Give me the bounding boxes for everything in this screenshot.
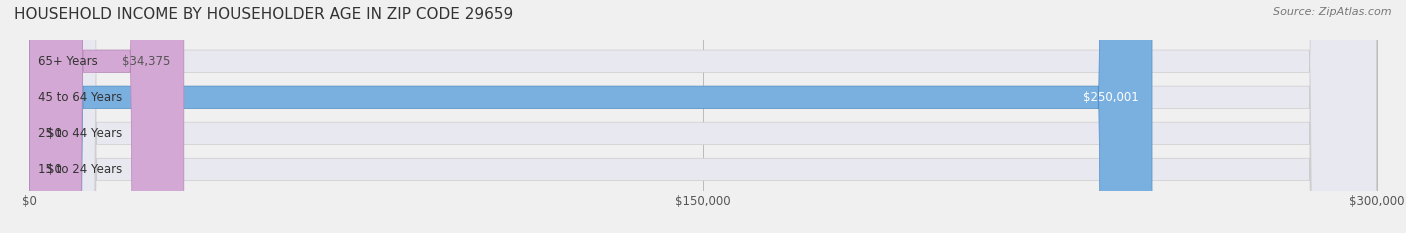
Text: 45 to 64 Years: 45 to 64 Years — [38, 91, 122, 104]
Text: $0: $0 — [48, 127, 62, 140]
Text: 65+ Years: 65+ Years — [38, 55, 98, 68]
Text: Source: ZipAtlas.com: Source: ZipAtlas.com — [1274, 7, 1392, 17]
Text: 15 to 24 Years: 15 to 24 Years — [38, 163, 122, 176]
FancyBboxPatch shape — [30, 0, 1152, 233]
FancyBboxPatch shape — [30, 0, 1376, 233]
Text: $250,001: $250,001 — [1083, 91, 1139, 104]
Text: $34,375: $34,375 — [122, 55, 170, 68]
FancyBboxPatch shape — [30, 0, 1376, 233]
FancyBboxPatch shape — [30, 0, 184, 233]
Text: 25 to 44 Years: 25 to 44 Years — [38, 127, 122, 140]
Text: HOUSEHOLD INCOME BY HOUSEHOLDER AGE IN ZIP CODE 29659: HOUSEHOLD INCOME BY HOUSEHOLDER AGE IN Z… — [14, 7, 513, 22]
FancyBboxPatch shape — [30, 0, 1376, 233]
Text: $0: $0 — [48, 163, 62, 176]
FancyBboxPatch shape — [30, 0, 1376, 233]
